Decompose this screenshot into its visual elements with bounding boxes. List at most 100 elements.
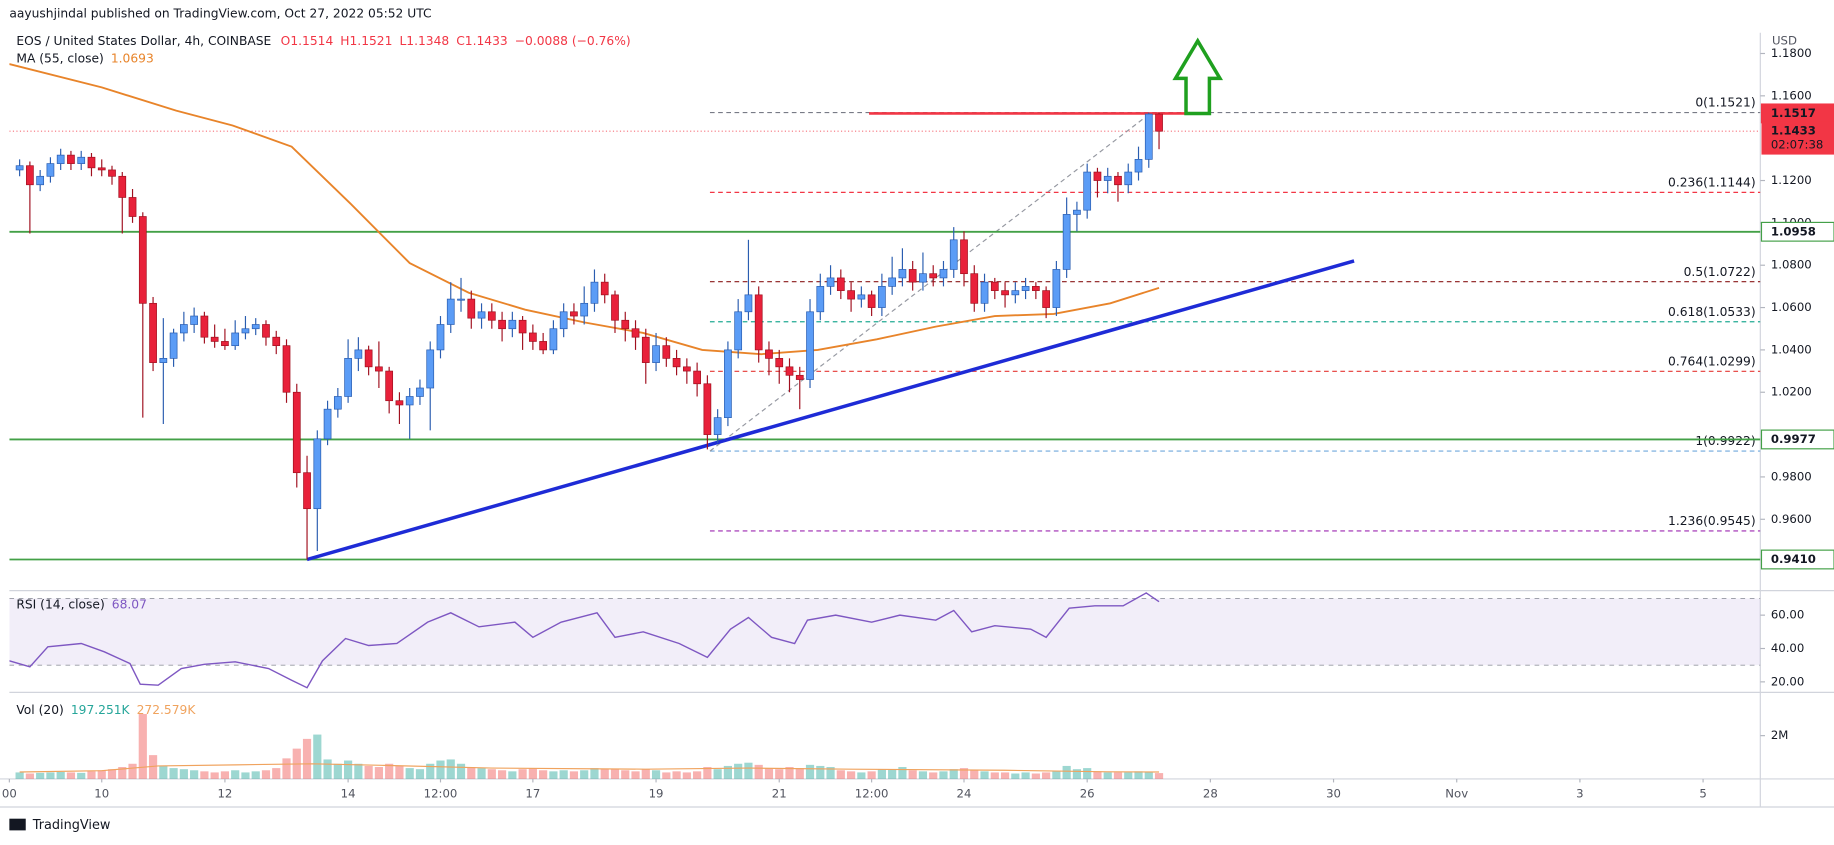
x-tick-label: 12:00 bbox=[855, 787, 889, 801]
volume-bar bbox=[703, 767, 712, 779]
candle-body bbox=[867, 294, 876, 308]
volume-bar bbox=[713, 769, 722, 779]
x-tick-label: 3 bbox=[1576, 787, 1583, 801]
candle-body bbox=[200, 315, 209, 338]
volume-pane bbox=[15, 714, 1164, 779]
candle-body bbox=[1124, 171, 1133, 186]
volume-bar bbox=[1113, 772, 1123, 779]
candle-body bbox=[364, 349, 373, 368]
volume-bar bbox=[959, 768, 969, 779]
candle-body bbox=[1083, 171, 1092, 211]
volume-value: 197.251K bbox=[71, 702, 131, 716]
candle-body bbox=[272, 336, 281, 347]
candle-body bbox=[87, 156, 96, 169]
y-tick-label: 0.9600 bbox=[1771, 512, 1812, 526]
volume-bar bbox=[990, 772, 999, 779]
candle-body bbox=[939, 269, 948, 279]
volume-bar bbox=[344, 760, 353, 779]
fib-label: 0.764(1.0299) bbox=[1668, 354, 1756, 368]
volume-bar bbox=[241, 772, 250, 779]
y-tick-label: 1.1800 bbox=[1771, 46, 1812, 60]
candle-body bbox=[765, 349, 773, 359]
volume-bar bbox=[118, 767, 127, 779]
volume-bar bbox=[651, 770, 661, 779]
fib-label: 1.236(0.9545) bbox=[1668, 514, 1756, 528]
candle-body bbox=[1114, 175, 1122, 186]
candle-body bbox=[395, 400, 404, 406]
volume-bar bbox=[775, 769, 784, 779]
volume-bar bbox=[436, 760, 445, 779]
candle-body bbox=[467, 298, 476, 319]
rsi-pane bbox=[9, 592, 1761, 689]
price-tag-label: 1.0958 bbox=[1771, 224, 1816, 238]
x-tick-label: 21 bbox=[772, 787, 787, 801]
candle-body bbox=[67, 154, 75, 164]
volume-bar bbox=[857, 772, 866, 779]
up-arrow bbox=[1172, 37, 1224, 116]
x-tick-label: 00 bbox=[2, 787, 17, 801]
candle-body bbox=[518, 319, 527, 334]
volume-bar bbox=[795, 768, 804, 779]
volume-bar bbox=[734, 763, 743, 779]
volume-bar bbox=[374, 767, 383, 779]
volume-bar bbox=[36, 772, 45, 779]
ma-label: MA (55, close) bbox=[16, 51, 103, 65]
volume-bar bbox=[56, 771, 65, 779]
ohlc-open: O1.1514 bbox=[281, 33, 334, 47]
candle-body bbox=[785, 366, 794, 376]
countdown: 02:07:38 bbox=[1771, 138, 1824, 152]
volume-bar bbox=[528, 768, 537, 779]
candle-body bbox=[77, 156, 86, 164]
candle-body bbox=[354, 349, 363, 359]
price-tag bbox=[1761, 121, 1834, 155]
volume-bar bbox=[610, 769, 620, 779]
volume-bar bbox=[754, 764, 763, 779]
candle-body bbox=[1021, 286, 1030, 291]
price-tag bbox=[1760, 221, 1834, 242]
volume-bar bbox=[600, 769, 609, 779]
fib-label: 0.236(1.1144) bbox=[1668, 176, 1756, 190]
candle-body bbox=[477, 311, 486, 319]
volume-bar bbox=[1093, 771, 1102, 779]
volume-ma-line bbox=[19, 763, 1160, 773]
volume-bar bbox=[693, 771, 702, 779]
ma-value: 1.0693 bbox=[111, 51, 154, 65]
volume-bar bbox=[179, 769, 188, 779]
candle-body bbox=[385, 370, 394, 402]
candle-body bbox=[775, 358, 784, 368]
volume-bar bbox=[970, 770, 979, 779]
volume-bar bbox=[826, 767, 835, 779]
volume-bar bbox=[97, 770, 106, 779]
candle-body bbox=[898, 269, 907, 279]
y-tick-label: 0.9800 bbox=[1771, 469, 1812, 483]
candle-body bbox=[539, 341, 547, 351]
price-tag bbox=[1760, 429, 1834, 450]
candle-body bbox=[457, 298, 465, 301]
x-tick-label: 19 bbox=[649, 787, 664, 801]
volume-bar bbox=[1134, 771, 1143, 779]
candle-body bbox=[570, 311, 578, 317]
ohlc-high: H1.1521 bbox=[340, 33, 392, 47]
volume-bar bbox=[261, 770, 271, 779]
x-tick-label: 28 bbox=[1203, 787, 1218, 801]
candle-body bbox=[611, 294, 619, 321]
candle-body bbox=[416, 387, 424, 397]
candle-body bbox=[1134, 159, 1143, 173]
volume-ma-value: 272.579K bbox=[137, 702, 197, 716]
volume-bar bbox=[539, 770, 548, 779]
volume-bar bbox=[128, 763, 137, 779]
price-tag-label: 1.1433 bbox=[1771, 124, 1816, 138]
candle-body bbox=[56, 154, 65, 164]
candle-body bbox=[292, 391, 301, 474]
volume-bar bbox=[621, 770, 630, 779]
candle-body bbox=[180, 324, 188, 334]
volume-bar bbox=[323, 759, 332, 779]
volume-bar bbox=[569, 771, 579, 779]
candle-body bbox=[919, 273, 927, 283]
volume-bar bbox=[415, 769, 425, 779]
candle-body bbox=[826, 277, 835, 287]
y-tick-label: 1.1600 bbox=[1771, 88, 1812, 102]
candle-body bbox=[1011, 290, 1020, 296]
volume-bar bbox=[549, 771, 558, 779]
candle-body bbox=[816, 286, 825, 313]
